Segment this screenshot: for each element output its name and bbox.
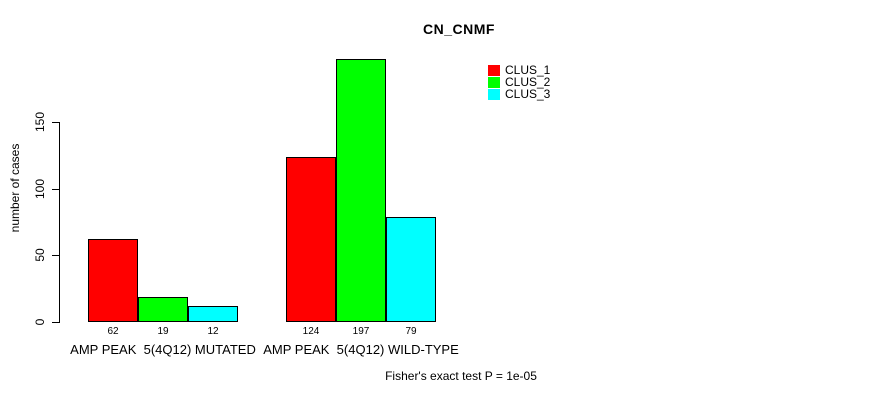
bar-value-clus_3-group1: 12	[207, 326, 219, 337]
y-axis-tick	[52, 122, 59, 123]
legend: CLUS_1 CLUS_2 CLUS_3	[488, 64, 550, 100]
x-axis-group-label-2: AMP PEAK 5(4Q12) WILD-TYPE	[263, 342, 459, 357]
bar-clus_3-group2	[386, 217, 436, 322]
legend-label-clus-1: CLUS_1	[505, 63, 551, 77]
y-axis-label: number of cases	[8, 143, 22, 233]
legend-label-clus-3: CLUS_3	[505, 87, 551, 101]
bar-clus_1-group2	[286, 157, 336, 322]
y-axis-tick	[52, 322, 59, 323]
bar-clus_2-group1	[138, 297, 188, 322]
bar-clus_2-group2	[336, 59, 386, 322]
legend-label-clus-2: CLUS_2	[505, 75, 551, 89]
legend-item-clus-3: CLUS_3	[488, 88, 550, 100]
bar-value-clus_2-group2: 197	[352, 326, 370, 337]
chart-title: CN_CNMF	[423, 21, 495, 37]
legend-swatch-clus-1-icon	[488, 64, 500, 76]
y-axis-tick	[52, 189, 59, 190]
bar-value-clus_1-group2: 124	[302, 326, 320, 337]
bar-clus_3-group1	[188, 306, 238, 322]
bar-value-clus_3-group2: 79	[405, 326, 417, 337]
y-axis-tick-label: 100	[33, 178, 47, 200]
bar-value-clus_2-group1: 19	[157, 326, 169, 337]
y-axis-line	[59, 122, 60, 323]
statistical-test-note: Fisher's exact test P = 1e-05	[385, 369, 537, 383]
legend-swatch-clus-3-icon	[488, 88, 500, 100]
y-axis-tick-label: 150	[33, 111, 47, 133]
legend-item-clus-1: CLUS_1	[488, 64, 550, 76]
legend-item-clus-2: CLUS_2	[488, 76, 550, 88]
bar-clus_1-group1	[88, 239, 138, 322]
y-axis-tick-label: 0	[33, 318, 47, 326]
legend-swatch-clus-2-icon	[488, 76, 500, 88]
x-axis-group-label-1: AMP PEAK 5(4Q12) MUTATED	[70, 342, 256, 357]
y-axis-tick-label: 50	[33, 248, 47, 262]
bar-value-clus_1-group1: 62	[107, 326, 119, 337]
y-axis-tick	[52, 255, 59, 256]
